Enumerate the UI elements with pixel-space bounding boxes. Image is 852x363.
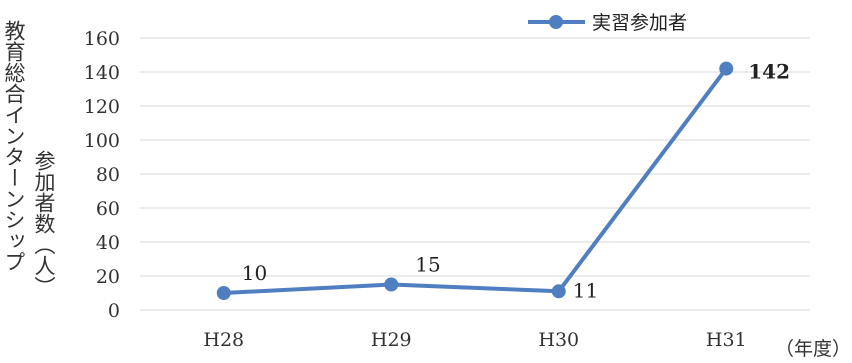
y-tick-label: 0: [108, 300, 120, 322]
legend-marker: [549, 15, 563, 29]
y-tick-label: 140: [84, 62, 120, 84]
data-point: [216, 286, 231, 300]
x-tick-label: H30: [538, 329, 579, 351]
legend-label: 実習参加者: [592, 12, 687, 34]
series-layer: [216, 61, 734, 300]
x-tick-labels: H28 H29 H30 H31: [203, 329, 746, 351]
data-label: 11: [573, 278, 598, 302]
series-line: [223, 67, 728, 295]
data-label: 15: [415, 253, 440, 277]
y-tick-label: 60: [96, 198, 120, 220]
data-point: [551, 284, 566, 299]
y-tick-label: 100: [84, 130, 120, 152]
y-axis-title-line-1: 教育総合インターンシップ: [2, 20, 26, 272]
y-tick-labels: 0 20 40 60 80 100 120 140 160: [84, 28, 120, 322]
x-tick-label: H29: [371, 329, 412, 351]
data-label: 142: [748, 60, 790, 84]
data-point: [719, 61, 734, 76]
y-tick-label: 20: [96, 266, 120, 288]
x-axis-unit: （年度）: [775, 338, 851, 360]
y-axis-title: 教育総合インターンシップ 参加者数（人）: [2, 20, 56, 297]
x-tick-label: H31: [706, 329, 747, 351]
y-tick-label: 120: [84, 96, 120, 118]
y-tick-label: 160: [84, 28, 120, 50]
x-tick-label: H28: [203, 329, 244, 351]
y-tick-label: 40: [96, 232, 120, 254]
data-label: 10: [242, 261, 267, 285]
y-tick-label: 80: [96, 164, 120, 186]
data-point: [384, 277, 399, 292]
gridlines: [140, 37, 810, 311]
legend: 実習参加者: [528, 12, 687, 34]
data-labels: 10 15 11 142: [242, 60, 790, 303]
y-axis-title-line-2: 参加者数（人）: [32, 150, 56, 297]
